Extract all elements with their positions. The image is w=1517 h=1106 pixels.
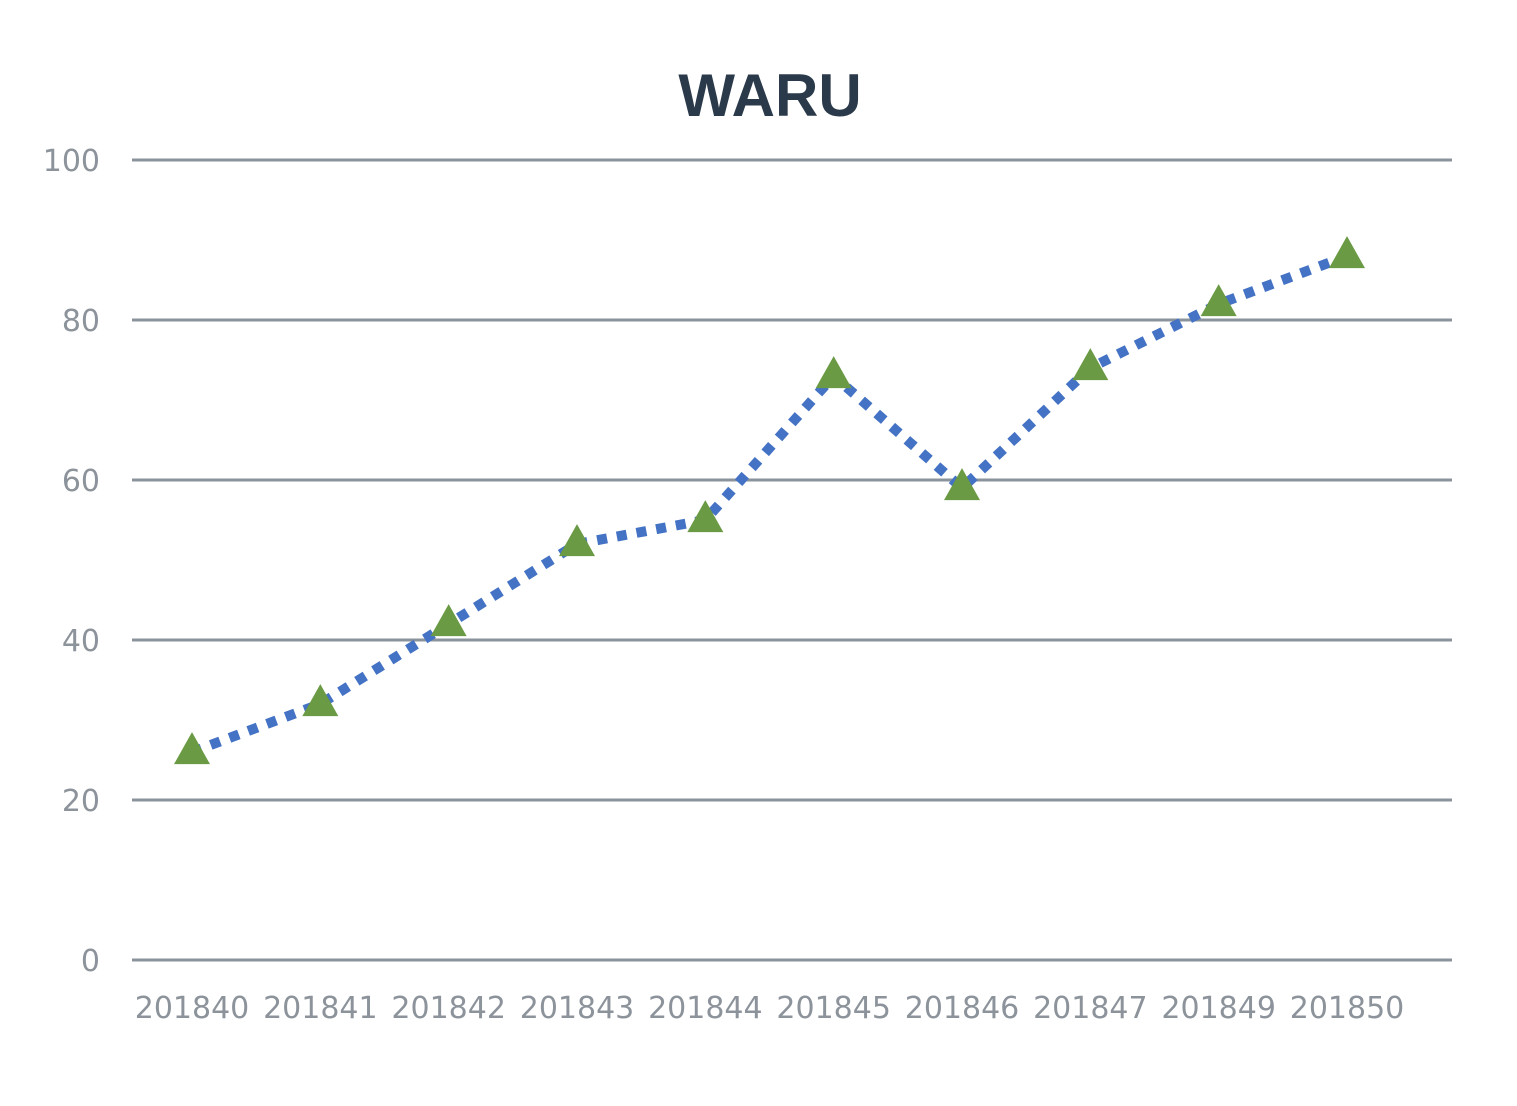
- series-line: [190, 251, 1349, 757]
- data-point-marker: [815, 356, 852, 389]
- x-tick-label: 201841: [263, 991, 378, 1026]
- x-tick-label: 201850: [1290, 991, 1405, 1026]
- chart-title: WARU: [678, 62, 861, 129]
- x-tick-label: 201845: [776, 991, 891, 1026]
- data-point-marker: [687, 500, 724, 533]
- data-point-marker: [944, 468, 980, 501]
- x-tick-label: 201842: [391, 991, 506, 1026]
- y-tick-label: 60: [62, 464, 100, 499]
- x-tick-label: 201847: [1033, 991, 1148, 1026]
- x-tick-label: 201846: [905, 991, 1020, 1026]
- y-tick-label: 100: [43, 144, 100, 179]
- x-tick-label: 201840: [135, 991, 250, 1026]
- y-axis-ticks: 0 20 40 60 80 100: [43, 144, 100, 979]
- data-point-marker: [1072, 348, 1109, 381]
- data-point-marker: [1200, 284, 1237, 317]
- gridlines: [132, 158, 1452, 962]
- data-point-marker: [174, 732, 210, 765]
- x-tick-label: 201843: [520, 991, 635, 1026]
- x-axis-ticks: 201840 201841 201842 201843 201844 201845 2018…: [135, 991, 1405, 1026]
- y-tick-label: 40: [62, 624, 100, 659]
- data-point-marker: [559, 524, 595, 557]
- data-point-marker: [1329, 236, 1365, 269]
- series-layer: [174, 236, 1365, 765]
- data-point-marker: [430, 604, 467, 637]
- x-tick-label: 201849: [1161, 991, 1276, 1026]
- y-tick-label: 0: [81, 944, 100, 979]
- y-tick-label: 80: [62, 304, 100, 339]
- data-point-marker: [302, 684, 339, 717]
- y-tick-label: 20: [62, 784, 100, 819]
- x-tick-label: 201844: [648, 991, 763, 1026]
